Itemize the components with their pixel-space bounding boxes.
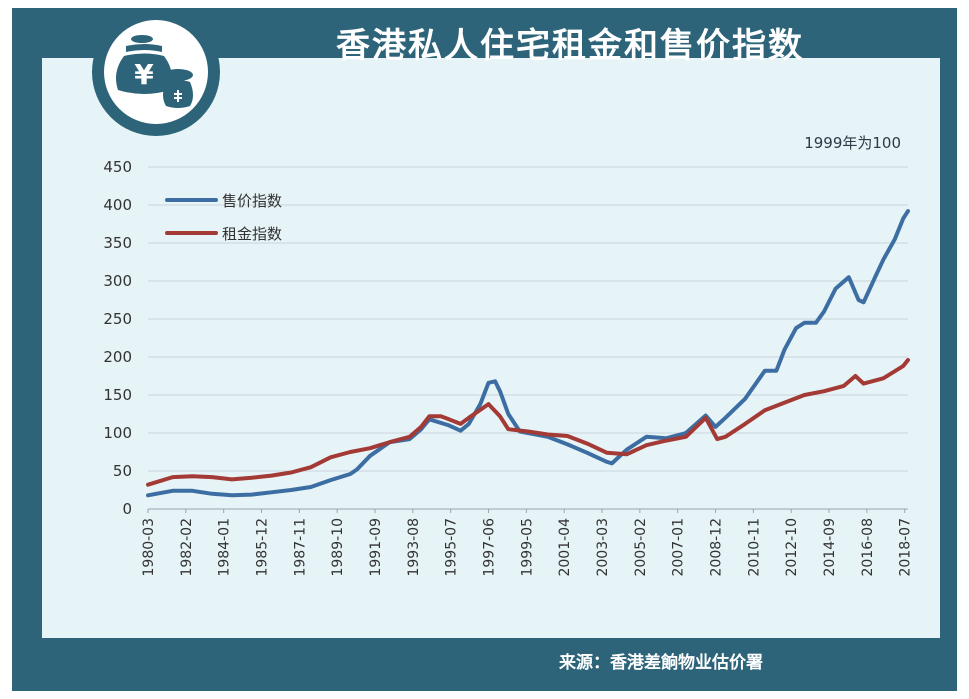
x-tick-label: 2007-01 (671, 518, 687, 577)
y-tick-label: 0 (122, 500, 132, 518)
chart-panel (42, 58, 940, 638)
y-tick-label: 200 (103, 348, 132, 366)
x-tick-label: 1995-07 (444, 518, 460, 577)
y-tick-label: 150 (103, 386, 132, 404)
x-tick-label: 1993-08 (406, 518, 422, 577)
legend-label: 售价指数 (222, 192, 282, 210)
x-tick-label: 2014-09 (822, 518, 838, 577)
x-tick-label: 2016-08 (860, 518, 876, 577)
legend-label: 租金指数 (222, 225, 282, 243)
x-tick-label: 1989-10 (330, 518, 346, 577)
x-tick-label: 1987-11 (292, 518, 308, 577)
y-tick-label: 400 (103, 196, 132, 214)
yuan-symbol: ¥ (134, 58, 154, 91)
x-tick-label: 1999-05 (519, 518, 535, 577)
y-tick-label: 300 (103, 272, 132, 290)
x-tick-label: 2010-11 (746, 518, 762, 577)
logo-inner: ¥ (104, 20, 208, 124)
x-tick-label: 2005-02 (633, 518, 649, 577)
y-tick-label: 250 (103, 310, 132, 328)
y-tick-label: 350 (103, 234, 132, 252)
x-tick-label: 1985-12 (255, 518, 271, 577)
series-line-1 (146, 209, 910, 498)
money-bag-yuan-icon: ¥ (116, 35, 193, 108)
source-note: 来源：香港差餉物业估价署 (559, 653, 763, 673)
x-tick-label: 2012-10 (784, 518, 800, 577)
y-tick-label: 450 (103, 158, 132, 176)
y-tick-label: 50 (113, 462, 132, 480)
x-tick-label: 1997-06 (482, 518, 498, 577)
page-title: 香港私人住宅租金和售价指数 (336, 25, 804, 66)
x-tick-label: 1982-02 (179, 518, 195, 577)
x-tick-label: 2008-12 (709, 518, 725, 577)
x-tick-label: 1980-03 (141, 518, 157, 577)
x-tick-label: 1991-09 (368, 518, 384, 577)
series-line-2 (146, 358, 910, 487)
x-tick-label: 2003-03 (595, 518, 611, 577)
x-tick-label: 2001-04 (557, 518, 573, 577)
x-tick-label: 2018-07 (898, 518, 914, 577)
unit-note: 1999年为100 (804, 134, 901, 152)
x-tick-label: 1984-01 (217, 518, 233, 577)
y-tick-label: 100 (103, 424, 132, 442)
